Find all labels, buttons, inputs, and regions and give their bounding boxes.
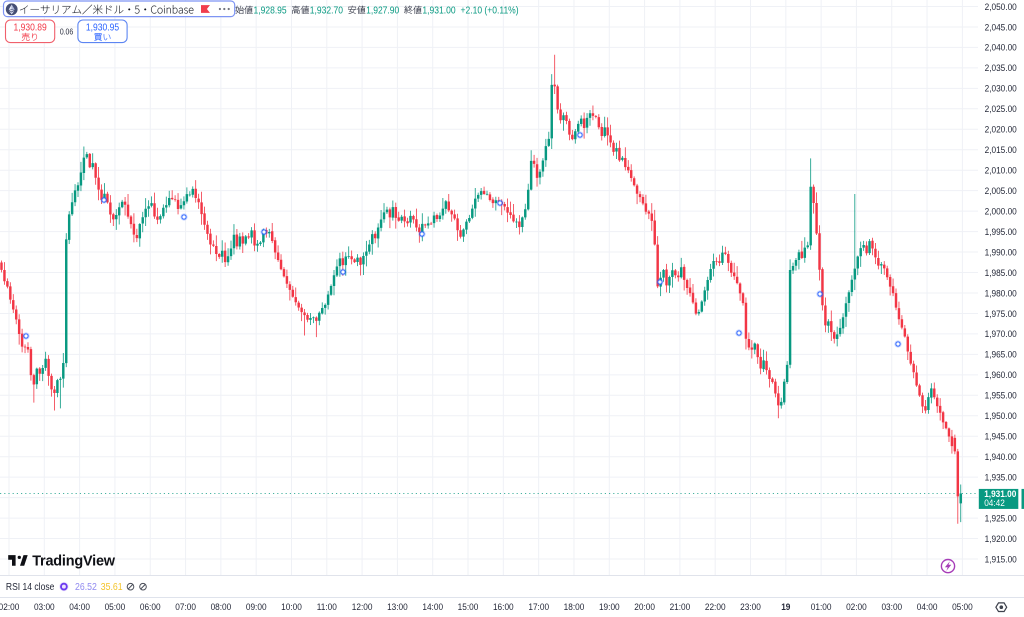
svg-text:2,035.00: 2,035.00 bbox=[985, 63, 1017, 74]
svg-text:1,980.00: 1,980.00 bbox=[985, 288, 1017, 299]
svg-text:1,975.00: 1,975.00 bbox=[985, 308, 1017, 319]
svg-text:02:00: 02:00 bbox=[846, 602, 867, 613]
svg-text:1,915.00: 1,915.00 bbox=[985, 554, 1017, 565]
svg-text:1,935.00: 1,935.00 bbox=[985, 472, 1017, 483]
svg-text:03:00: 03:00 bbox=[34, 602, 55, 613]
svg-text:05:00: 05:00 bbox=[952, 602, 973, 613]
svg-text:1,985.00: 1,985.00 bbox=[985, 267, 1017, 278]
svg-text:1,995.00: 1,995.00 bbox=[985, 226, 1017, 237]
svg-text:12:00: 12:00 bbox=[352, 602, 373, 613]
svg-text:1,925.00: 1,925.00 bbox=[985, 513, 1017, 524]
svg-text:17:00: 17:00 bbox=[528, 602, 549, 613]
svg-text:1,932.70: 1,932.70 bbox=[310, 5, 343, 17]
svg-text:2,010.00: 2,010.00 bbox=[985, 165, 1017, 176]
svg-text:1,950.00: 1,950.00 bbox=[985, 411, 1017, 422]
svg-text:07:00: 07:00 bbox=[175, 602, 196, 613]
svg-text:1,990.00: 1,990.00 bbox=[985, 247, 1017, 258]
svg-text:1,928.95: 1,928.95 bbox=[254, 5, 287, 17]
svg-text:10:00: 10:00 bbox=[281, 602, 302, 613]
svg-text:1,960.00: 1,960.00 bbox=[985, 370, 1017, 381]
svg-text:2,050.00: 2,050.00 bbox=[985, 1, 1017, 12]
svg-text:1,931.00: 1,931.00 bbox=[422, 5, 455, 17]
svg-text:1,930.95: 1,930.95 bbox=[86, 22, 119, 34]
svg-text:19: 19 bbox=[781, 602, 790, 613]
svg-text:26.52: 26.52 bbox=[75, 581, 97, 593]
svg-text:06:00: 06:00 bbox=[140, 602, 161, 613]
svg-text:02:00: 02:00 bbox=[0, 602, 19, 613]
svg-text:35.61: 35.61 bbox=[101, 581, 123, 593]
svg-text:1,965.00: 1,965.00 bbox=[985, 349, 1017, 360]
svg-text:21:00: 21:00 bbox=[670, 602, 691, 613]
svg-text:14:00: 14:00 bbox=[422, 602, 443, 613]
svg-text:15:00: 15:00 bbox=[458, 602, 479, 613]
svg-text:TradingView: TradingView bbox=[32, 553, 116, 569]
svg-text:2,030.00: 2,030.00 bbox=[985, 83, 1017, 94]
svg-text:08:00: 08:00 bbox=[211, 602, 232, 613]
svg-text:04:00: 04:00 bbox=[917, 602, 938, 613]
svg-text:11:00: 11:00 bbox=[317, 602, 337, 613]
svg-text:04:42: 04:42 bbox=[984, 498, 1005, 509]
svg-text:2,020.00: 2,020.00 bbox=[985, 124, 1017, 135]
svg-text:20:00: 20:00 bbox=[634, 602, 655, 613]
svg-text:2,000.00: 2,000.00 bbox=[985, 206, 1017, 217]
svg-text:0.06: 0.06 bbox=[60, 27, 73, 37]
svg-text:22:00: 22:00 bbox=[705, 602, 726, 613]
svg-text:+2.10 (+0.11%): +2.10 (+0.11%) bbox=[461, 5, 519, 17]
svg-text:04:00: 04:00 bbox=[69, 602, 90, 613]
svg-text:RSI 14 close: RSI 14 close bbox=[6, 581, 54, 592]
svg-text:1,920.00: 1,920.00 bbox=[985, 533, 1017, 544]
svg-text:2,040.00: 2,040.00 bbox=[985, 42, 1017, 53]
svg-text:1,970.00: 1,970.00 bbox=[985, 329, 1017, 340]
svg-text:19:00: 19:00 bbox=[599, 602, 620, 613]
svg-text:13:00: 13:00 bbox=[387, 602, 408, 613]
svg-text:1,931.00: 1,931.00 bbox=[984, 488, 1016, 499]
svg-text:09:00: 09:00 bbox=[246, 602, 267, 613]
svg-text:2,005.00: 2,005.00 bbox=[985, 185, 1017, 196]
svg-text:05:00: 05:00 bbox=[105, 602, 126, 613]
svg-text:1,930.89: 1,930.89 bbox=[14, 22, 47, 34]
svg-text:18:00: 18:00 bbox=[564, 602, 585, 613]
svg-text:1,945.00: 1,945.00 bbox=[985, 431, 1017, 442]
svg-text:2,015.00: 2,015.00 bbox=[985, 145, 1017, 156]
svg-text:2,045.00: 2,045.00 bbox=[985, 22, 1017, 33]
svg-text:03:00: 03:00 bbox=[881, 602, 902, 613]
svg-text:1,927.90: 1,927.90 bbox=[366, 5, 399, 17]
svg-text:23:00: 23:00 bbox=[740, 602, 761, 613]
svg-text:2,025.00: 2,025.00 bbox=[985, 104, 1017, 115]
svg-text:1,940.00: 1,940.00 bbox=[985, 451, 1017, 462]
svg-text:01:00: 01:00 bbox=[811, 602, 832, 613]
svg-text:16:00: 16:00 bbox=[493, 602, 514, 613]
svg-text:1,955.00: 1,955.00 bbox=[985, 390, 1017, 401]
